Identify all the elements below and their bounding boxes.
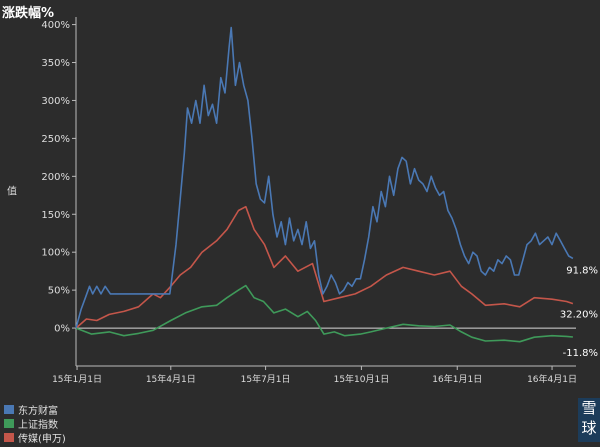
y-tick-label: 350% (41, 58, 70, 69)
series-line (75, 26, 574, 329)
x-tick-label: 15年10月1日 (334, 373, 390, 385)
legend: 东方财富上证指数传媒(申万) (4, 402, 66, 445)
legend-swatch (4, 404, 14, 414)
y-tick-label: 150% (41, 210, 70, 221)
series-end-label: -11.8% (563, 348, 598, 359)
x-tick-label: 16年4月1日 (527, 373, 577, 385)
legend-swatch (4, 418, 14, 428)
y-tick-label: 400% (41, 20, 70, 31)
y-tick-label: 100% (41, 248, 70, 259)
y-tick-label: 300% (41, 96, 70, 107)
legend-label: 东方财富 (18, 405, 58, 417)
series-end-label: 91.8% (566, 265, 598, 276)
x-tick-label: 15年7月1日 (241, 373, 291, 385)
x-tick-label: 15年4月1日 (146, 373, 196, 385)
legend-swatch (4, 432, 14, 442)
legend-item: 传媒(申万) (4, 430, 66, 445)
legend-label: 传媒(申万) (18, 433, 66, 445)
series-line (75, 284, 573, 343)
watermark-badge: 雪 球 (578, 398, 600, 442)
legend-item: 上证指数 (4, 416, 66, 431)
y-axis-label: 值 (7, 185, 17, 198)
y-tick-label: 50% (48, 286, 70, 297)
watermark-char: 球 (581, 419, 597, 437)
y-tick-label: 250% (41, 134, 70, 145)
y-tick-label: 200% (41, 172, 70, 183)
chart-title: 涨跌幅% (2, 6, 55, 21)
x-tick-label: 16年1月1日 (432, 373, 482, 385)
y-tick-label: 0% (54, 324, 70, 335)
legend-item: 东方财富 (4, 402, 66, 417)
series-line (75, 205, 574, 329)
legend-label: 上证指数 (18, 419, 58, 431)
x-tick-label: 15年1月1日 (52, 373, 102, 385)
watermark-char: 雪 (581, 399, 597, 417)
series-end-label: 32.20% (560, 310, 598, 321)
